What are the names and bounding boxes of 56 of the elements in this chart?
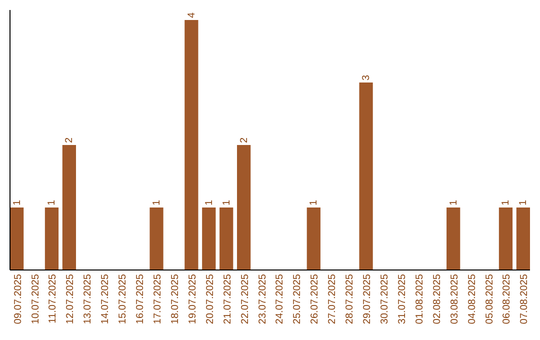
bar bbox=[359, 82, 373, 270]
data-label: 1 bbox=[448, 200, 460, 206]
data-label: 1 bbox=[500, 200, 512, 206]
x-tick-label: 11.07.2025 bbox=[48, 274, 59, 324]
x-tick-label: 14.07.2025 bbox=[100, 274, 112, 324]
x-tick-label: 25.07.2025 bbox=[292, 274, 304, 324]
x-tick-label: 03.08.2025 bbox=[449, 274, 460, 324]
x-tick-label: 20.07.2025 bbox=[204, 274, 216, 324]
x-tick-label: 30.07.2025 bbox=[380, 274, 390, 324]
x-tick-label: 12.07.2025 bbox=[65, 274, 76, 324]
x-tick-label: 07.08.2025 bbox=[519, 274, 530, 324]
data-label: 2 bbox=[64, 137, 76, 143]
bar bbox=[184, 20, 198, 270]
x-tick-label: 02.08.2025 bbox=[432, 274, 443, 324]
data-label: 2 bbox=[238, 137, 250, 143]
x-tick-label: 17.07.2025 bbox=[152, 274, 164, 324]
data-label: 4 bbox=[186, 12, 198, 18]
bar bbox=[202, 208, 216, 270]
bar bbox=[150, 208, 164, 270]
bar bbox=[306, 208, 320, 270]
x-tick-label: 26.07.2025 bbox=[310, 274, 321, 324]
x-tick-label: 16.07.2025 bbox=[135, 274, 146, 324]
data-label: 1 bbox=[204, 200, 215, 206]
data-label: 3 bbox=[361, 74, 372, 80]
bar bbox=[44, 208, 59, 270]
data-label: 1 bbox=[308, 200, 320, 206]
x-tick-label: 19.07.2025 bbox=[187, 274, 198, 324]
x-tick-label: 15.07.2025 bbox=[118, 274, 129, 324]
bar bbox=[62, 145, 76, 270]
bar bbox=[220, 208, 234, 270]
data-label: 1 bbox=[518, 200, 530, 206]
data-label: 1 bbox=[221, 200, 232, 206]
x-tick-label: 22.07.2025 bbox=[240, 274, 251, 324]
x-tick-label: 10.07.2025 bbox=[30, 274, 42, 324]
bar bbox=[516, 208, 530, 270]
x-tick-label: 09.07.2025 bbox=[12, 274, 24, 324]
x-tick-label: 28.07.2025 bbox=[344, 274, 356, 324]
data-label: 1 bbox=[12, 200, 23, 206]
x-tick-label: 13.07.2025 bbox=[82, 274, 94, 324]
x-tick-label: 06.08.2025 bbox=[502, 274, 513, 324]
x-tick-label: 21.07.2025 bbox=[222, 274, 234, 324]
x-tick-label: 29.07.2025 bbox=[362, 274, 374, 324]
bar bbox=[446, 208, 460, 270]
x-tick-label: 05.08.2025 bbox=[484, 274, 496, 324]
x-tick-label: 23.07.2025 bbox=[257, 274, 268, 324]
bar bbox=[498, 208, 513, 270]
x-tick-label: 01.08.2025 bbox=[414, 274, 426, 324]
data-label: 1 bbox=[46, 200, 58, 206]
x-tick-label: 27.07.2025 bbox=[327, 274, 338, 324]
x-tick-label: 04.08.2025 bbox=[466, 274, 478, 324]
x-tick-label: 31.07.2025 bbox=[396, 274, 408, 324]
x-tick-label: 18.07.2025 bbox=[170, 274, 181, 324]
bar bbox=[237, 145, 251, 270]
bar bbox=[10, 208, 24, 270]
x-tick-label: 24.07.2025 bbox=[274, 274, 286, 324]
data-label: 1 bbox=[152, 200, 162, 206]
